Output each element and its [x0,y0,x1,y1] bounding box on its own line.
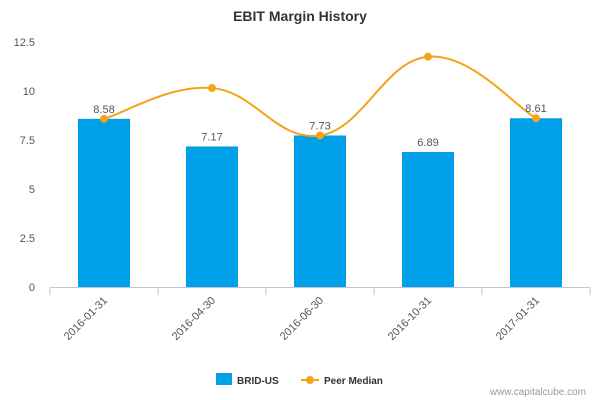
line-point[interactable] [532,114,540,123]
bar[interactable] [186,146,238,287]
data-label: 8.58 [93,104,114,116]
bar[interactable] [294,135,346,287]
bar[interactable] [402,151,454,287]
y-tick-label: 5 [29,184,35,196]
x-tick-label: 2016-10-31 [386,295,434,343]
legend-item-line[interactable]: Peer Median [301,376,383,387]
legend-item-bar[interactable]: BRID-US [216,373,279,387]
data-label: 6.89 [417,137,438,149]
y-axis: 0 2.5 5 7.5 10 12.5 [14,37,35,294]
data-labels: 8.58 7.17 7.73 6.89 8.61 [93,103,546,149]
y-tick-label: 12.5 [14,37,35,49]
line-point[interactable] [208,84,216,93]
x-tick-label: 2016-06-30 [278,295,326,343]
legend-bar-swatch [216,373,232,385]
bar[interactable] [510,118,562,287]
bar[interactable] [78,118,130,287]
x-tick-label: 2016-01-31 [62,295,110,343]
legend-line-marker [306,376,314,384]
x-axis: 2016-01-31 2016-04-30 2016-06-30 2016-10-31… [49,287,591,343]
bar-series [78,118,562,287]
x-tick-label: 2017-01-31 [494,295,542,343]
y-tick-label: 2.5 [20,233,35,245]
line-point[interactable] [424,52,432,61]
data-label: 7.73 [309,120,330,132]
data-label: 8.61 [525,103,546,115]
y-tick-label: 7.5 [20,135,35,147]
x-tick-label: 2016-04-30 [170,295,218,343]
line-point[interactable] [100,114,108,123]
line-point[interactable] [316,131,324,140]
chart-title: EBIT Margin History [233,8,367,24]
legend-bar-label: BRID-US [237,376,279,387]
y-tick-label: 0 [29,282,35,294]
credit-text: www.capitalcube.com [489,387,586,398]
line-series [100,52,540,140]
legend-line-label: Peer Median [324,376,383,387]
y-tick-label: 10 [23,86,35,98]
legend: BRID-US Peer Median [216,373,383,387]
data-label: 7.17 [201,131,222,143]
